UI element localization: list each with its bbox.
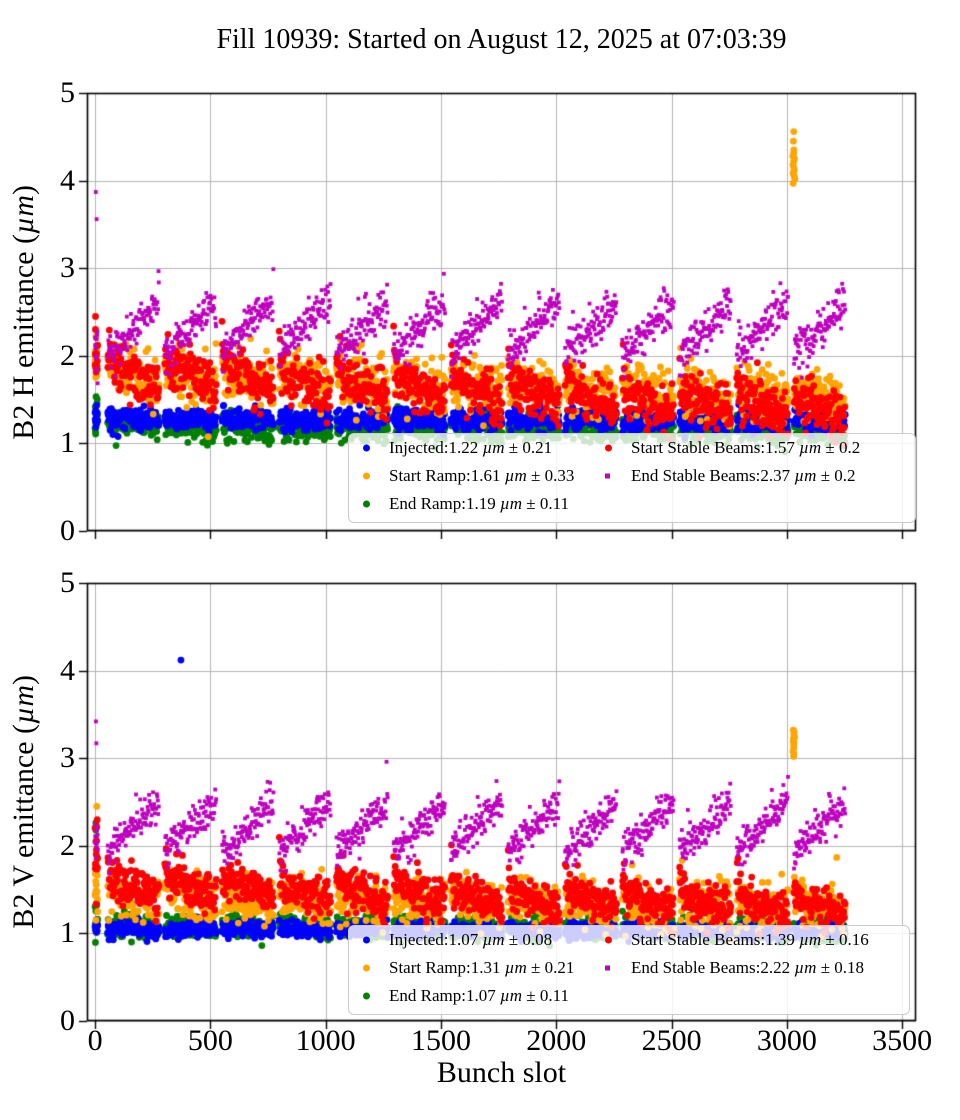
- legend-marker-circle-icon: [363, 444, 370, 452]
- legend-marker-circle-icon: [363, 964, 370, 972]
- legend-label: Injected:1.22 µm ± 0.21: [389, 438, 553, 457]
- legend-label: Injected:1.07 µm ± 0.08: [389, 930, 553, 949]
- legend-marker-square-icon: [605, 473, 610, 479]
- legend-label: Start Stable Beams:1.57 µm ± 0.2: [631, 438, 861, 457]
- legend-marker-circle-icon: [363, 936, 370, 944]
- y-tick-label: 5: [60, 76, 75, 109]
- y-tick-label: 2: [60, 338, 75, 372]
- legend-label: Start Stable Beams:1.39 µm ± 0.16: [631, 930, 869, 949]
- x-tick-label: 3500: [872, 1024, 933, 1057]
- legend-marker-circle-icon: [363, 472, 370, 480]
- y-tick-label: 4: [60, 653, 75, 687]
- y-tick-label: 1: [60, 916, 75, 950]
- y-axis-label-bottom: B2 V emittance (µm): [7, 675, 40, 929]
- x-tick-label: 0: [87, 1024, 103, 1057]
- x-tick-label: 1000: [295, 1024, 356, 1057]
- x-tick-label: 3000: [756, 1024, 817, 1057]
- x-axis-label: Bunch slot: [436, 1056, 567, 1089]
- figure-title: Fill 10939: Started on August 12, 2025 a…: [216, 24, 787, 55]
- legend-label: End Ramp:1.07 µm ± 0.11: [389, 986, 569, 1005]
- y-tick-label: 5: [60, 566, 75, 599]
- legend-label: End Stable Beams:2.37 µm ± 0.2: [631, 466, 856, 485]
- x-tick-label: 1500: [410, 1024, 471, 1057]
- y-axis-label-top-wrap: B2 H emittance (µm): [4, 93, 44, 531]
- y-tick-label: 1: [60, 426, 75, 460]
- legend-marker-square-icon: [605, 965, 610, 971]
- y-tick-label: 3: [60, 741, 75, 775]
- x-tick-label: 2500: [641, 1024, 702, 1057]
- y-axis-label-bottom-wrap: B2 V emittance (µm): [4, 583, 44, 1021]
- legend-marker-circle-icon: [605, 444, 612, 452]
- y-tick-label: 2: [60, 828, 75, 862]
- y-tick-label: 0: [60, 514, 75, 547]
- x-tick-label: 2000: [526, 1024, 587, 1057]
- legend-marker-circle-icon: [363, 500, 370, 508]
- legend-label: End Stable Beams:2.22 µm ± 0.18: [631, 958, 865, 977]
- y-tick-label: 0: [60, 1004, 75, 1037]
- y-axis-label-top: B2 H emittance (µm): [7, 184, 40, 440]
- y-tick-label: 3: [60, 251, 75, 285]
- legend-label: End Ramp:1.19 µm ± 0.11: [389, 494, 569, 513]
- legend-top-plot: Injected:1.22 µm ± 0.21 Start Ramp:1.61 µ…: [348, 433, 916, 523]
- legend-label: Start Ramp:1.31 µm ± 0.21: [389, 958, 575, 977]
- y-tick-label: 4: [60, 163, 75, 197]
- x-tick-label: 500: [187, 1024, 233, 1057]
- legend-marker-circle-icon: [605, 936, 612, 944]
- legend-label: Start Ramp:1.61 µm ± 0.33: [389, 466, 575, 485]
- legend-bottom-plot: Injected:1.07 µm ± 0.08 Start Ramp:1.31 µ…: [348, 925, 910, 1015]
- legend-marker-circle-icon: [363, 992, 370, 1000]
